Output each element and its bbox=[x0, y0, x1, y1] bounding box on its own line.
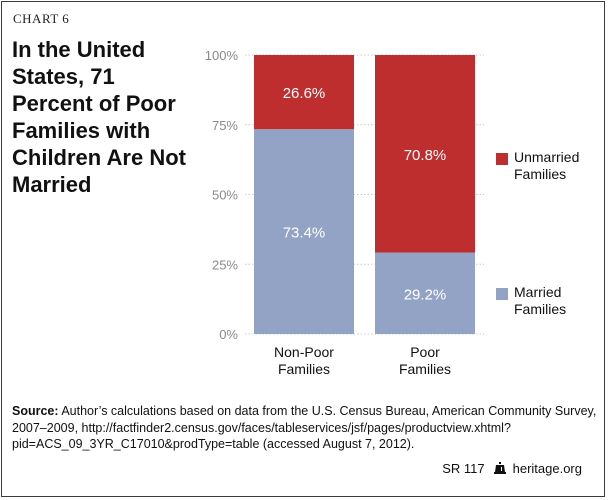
x-category-line: Non-Poor bbox=[274, 344, 334, 360]
y-tick-label: 50% bbox=[212, 188, 238, 203]
chart-title: In the United States, 71 Percent of Poor… bbox=[12, 37, 186, 197]
source-label: Source: bbox=[12, 404, 59, 418]
legend-item-married: Married Families bbox=[496, 284, 604, 318]
x-category-line: Families bbox=[278, 361, 330, 377]
legend-label-line: Married bbox=[514, 284, 562, 300]
y-tick-label: 0% bbox=[219, 327, 238, 342]
unmarried-bar-segment bbox=[254, 55, 354, 130]
legend-label: Unmarried Families bbox=[514, 149, 604, 183]
data-label: 29.2% bbox=[404, 286, 447, 303]
legend-item-unmarried: Unmarried Families bbox=[496, 149, 604, 183]
legend-label-line: Families bbox=[514, 166, 567, 182]
footer: SR 117 heritage.org bbox=[442, 461, 582, 476]
x-category-label: Non-Poor Families bbox=[274, 344, 334, 377]
legend-label-line: Families bbox=[514, 301, 567, 317]
legend-label-line: Unmarried bbox=[514, 149, 580, 165]
y-tick-label: 100% bbox=[205, 48, 239, 63]
y-axis-ticks: 0% 25% 50% 75% 100% bbox=[205, 48, 239, 342]
legend-label: Married Families bbox=[514, 284, 604, 318]
unmarried-bar-segment bbox=[375, 55, 475, 253]
x-category-label: Poor Families bbox=[399, 344, 451, 377]
site-name: heritage.org bbox=[512, 461, 582, 476]
x-category-line: Poor bbox=[410, 344, 440, 360]
source-note: Source: Author’s calculations based on d… bbox=[12, 403, 597, 453]
data-label: 70.8% bbox=[404, 147, 447, 164]
married-bar-segment bbox=[375, 252, 475, 334]
married-bar-segment bbox=[254, 129, 354, 334]
legend-swatch bbox=[496, 153, 508, 165]
bars bbox=[254, 55, 475, 334]
data-label: 73.4% bbox=[283, 225, 326, 242]
stacked-bar-chart: 0% 25% 50% 75% 100% 73.4% 26.6% 29.2% 70.8% Non… bbox=[205, 48, 484, 377]
y-tick-label: 25% bbox=[212, 257, 238, 272]
y-tick-label: 75% bbox=[212, 118, 238, 133]
liberty-bell-icon bbox=[493, 461, 506, 474]
x-category-line: Families bbox=[399, 361, 451, 377]
source-text: Author’s calculations based on data from… bbox=[12, 404, 597, 451]
data-labels: 73.4% 26.6% 29.2% 70.8% bbox=[283, 85, 447, 303]
chart-number-label: CHART 6 bbox=[13, 11, 70, 26]
data-label: 26.6% bbox=[283, 85, 326, 102]
report-id: SR 117 bbox=[442, 461, 485, 476]
legend-swatch bbox=[496, 288, 508, 300]
